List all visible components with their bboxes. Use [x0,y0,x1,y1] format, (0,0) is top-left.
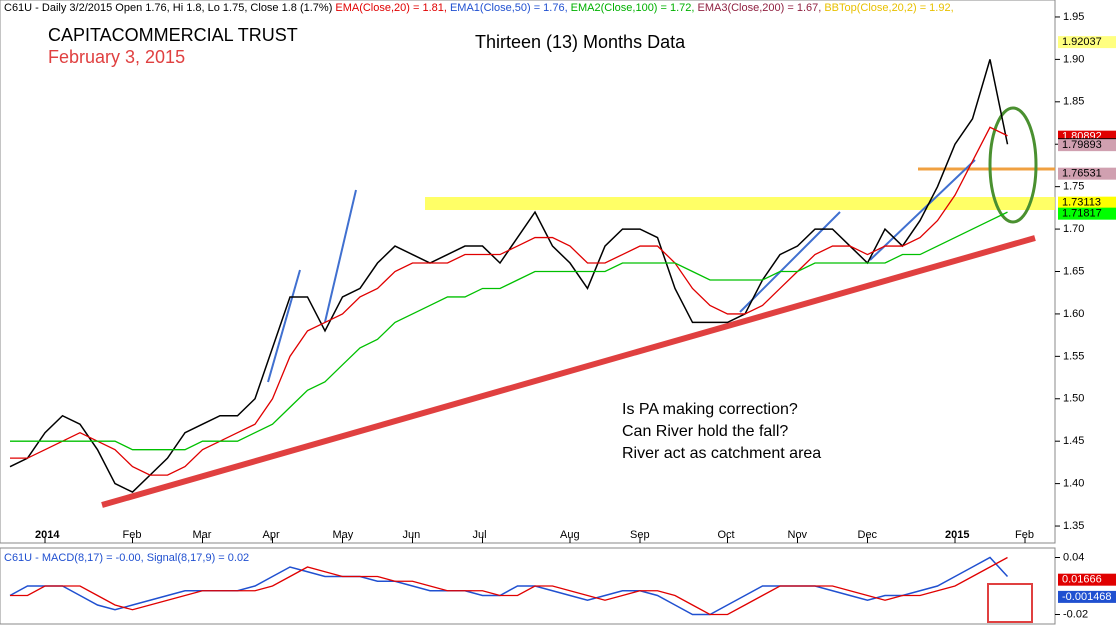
price-tag-label: 1.76531 [1062,168,1102,180]
x-tick-label: 2015 [945,529,969,541]
trend-line [101,235,1036,508]
annotation: Can River hold the fall? [622,423,788,440]
y-tick-label: -0.02 [1063,608,1088,620]
price-tag-label: 1.73113 [1062,197,1101,209]
price-tag [1058,139,1116,152]
x-tick-label: Mar [193,529,212,541]
price-tag [1058,167,1116,180]
price-tag-label: -0.001468 [1062,591,1112,603]
x-tick-label: 2014 [35,529,60,541]
y-tick-label: 1.85 [1063,96,1084,108]
price-tag-label: 1.92037 [1062,36,1102,48]
highlight-ellipse [988,106,1038,224]
annotation: Is PA making correction? [622,401,798,418]
header-item: EMA1(Close,50) = 1.76, [450,2,568,14]
y-tick-label: 1.70 [1063,223,1084,235]
y-tick-label: 1.40 [1063,478,1084,490]
chart-subtitle: February 3, 2015 [48,47,185,67]
x-tick-label: Sep [630,529,650,541]
price-tag [1058,207,1116,220]
header-item: EMA(Close,20) = 1.81, [335,2,447,14]
y-tick-label: 1.95 [1063,11,1084,23]
y-tick-label: 0.04 [1063,551,1084,563]
y-tick-label: 1.60 [1063,308,1084,320]
x-tick-label: Dec [858,529,878,541]
trend-line [869,159,976,261]
y-tick-label: 1.75 [1063,181,1084,193]
series-line [9,556,1009,616]
price-tag [1058,590,1116,603]
price-tag-label: 1.79893 [1062,139,1102,151]
y-tick-label: 1.50 [1063,393,1084,405]
price-tag [1058,196,1116,209]
header-item: BBTop(Close,20,2) = 1.92, [824,2,953,14]
x-tick-label: Feb [1015,529,1034,541]
x-tick-label: Jul [473,529,487,541]
trend-line [267,269,301,383]
y-tick-label: 1.35 [1063,520,1084,532]
series-line [10,211,1008,451]
price-tag [1058,573,1116,586]
trend-line [324,189,357,323]
y-tick-label: 1.55 [1063,350,1084,362]
x-tick-label: Feb [123,529,142,541]
x-tick-label: Nov [788,529,808,541]
annotation: Thirteen (13) Months Data [475,32,686,52]
header-item: EMA2(Close,100) = 1.72, [571,2,695,14]
header-item: EMA3(Close,200) = 1.67, [697,2,821,14]
price-tag [1058,36,1116,49]
main-panel [0,0,1056,544]
macd-title: C61U - MACD(8,17) = -0.00, Signal(8,17,9… [4,552,249,564]
price-tag-label: 1.71817 [1062,208,1102,220]
x-tick-label: Aug [560,529,580,541]
y-tick-label: 1.65 [1063,265,1084,277]
price-tag-label: 0.01666 [1062,574,1102,586]
chart-title: CAPITACOMMERCIAL TRUST [48,25,298,45]
x-tick-label: Apr [263,529,280,541]
highlight-box [987,583,1033,623]
annotation: River act as catchment area [622,445,821,462]
x-tick-label: Jun [403,529,421,541]
y-tick-label: 1.45 [1063,435,1084,447]
series-line [10,126,1008,476]
river-band [425,197,1055,210]
y-tick-label: 1.90 [1063,53,1084,65]
x-tick-label: May [333,529,354,541]
series-line [10,556,1008,616]
chart-header: C61U - Daily 3/2/2015 Open 1.76, Hi 1.8,… [4,2,954,14]
x-tick-label: Oct [718,529,735,541]
header-item: C61U - Daily 3/2/2015 Open 1.76, Hi 1.8,… [4,2,332,14]
